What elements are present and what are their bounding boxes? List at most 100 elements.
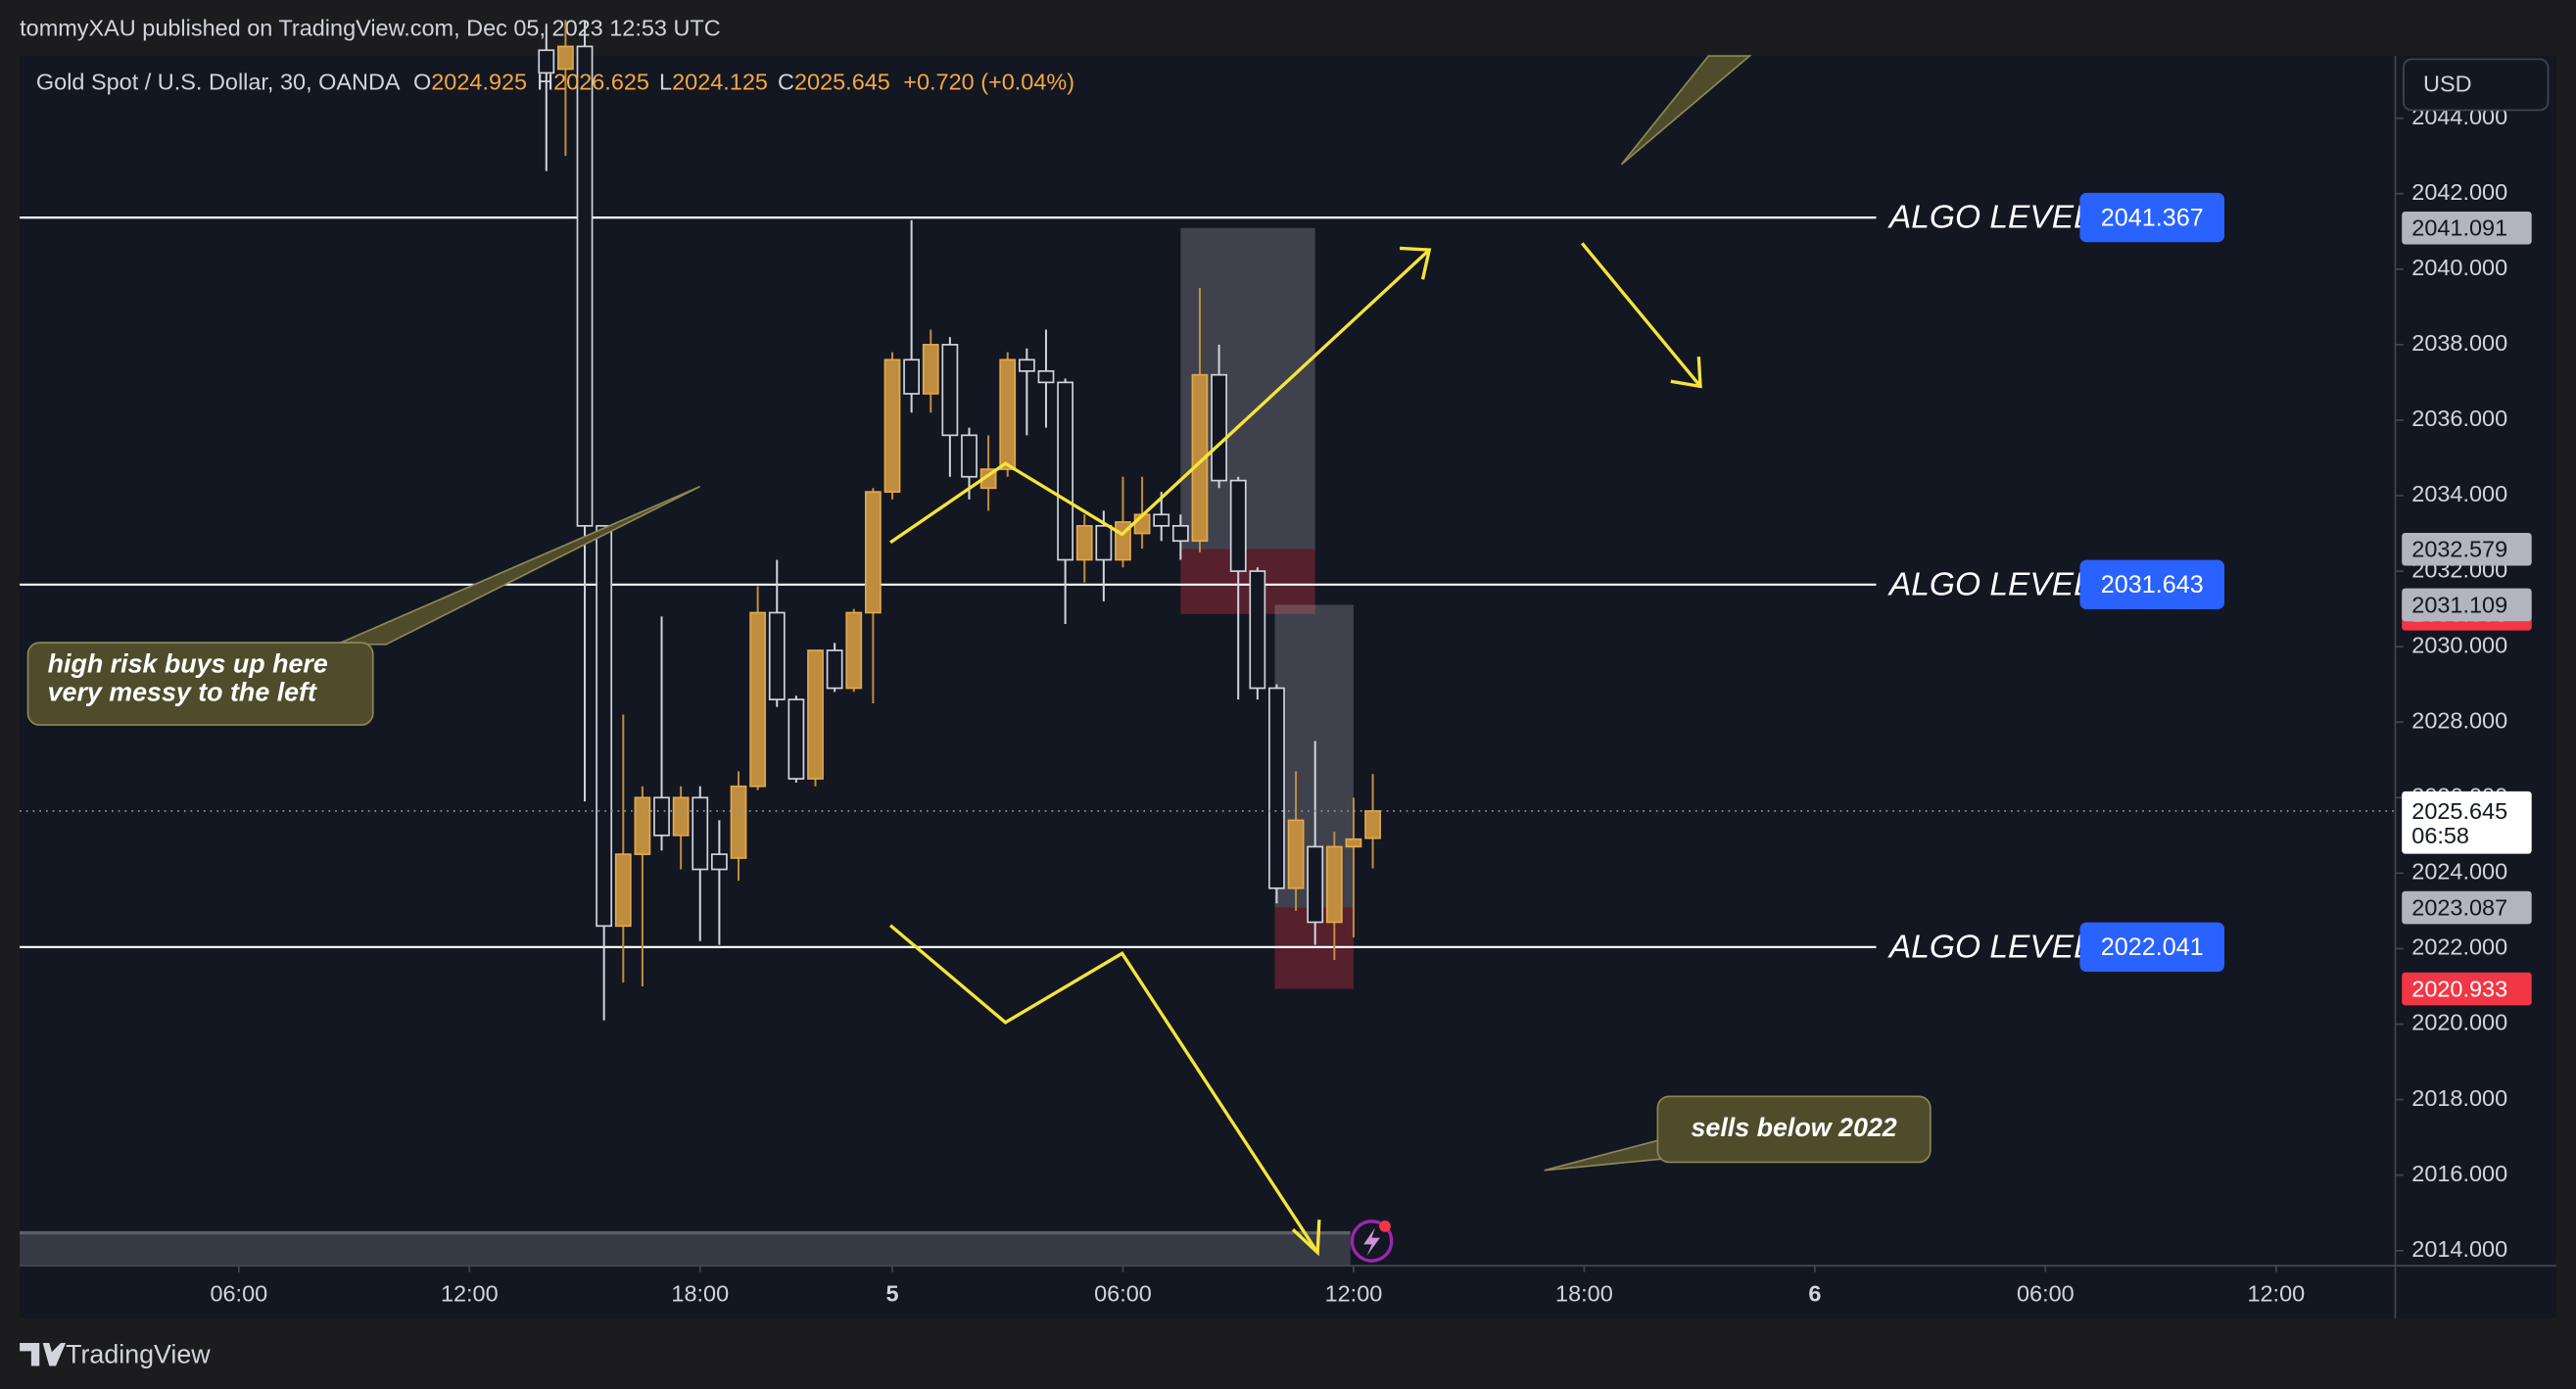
x-tick-label: 18:00 — [1555, 1281, 1613, 1307]
price-label: 2032.579 — [2411, 537, 2507, 562]
candle-body — [576, 45, 594, 527]
candle-body — [1325, 845, 1343, 924]
price-label-box — [2402, 588, 2532, 622]
level-value: 2031.643 — [2101, 571, 2204, 599]
level-value-box — [2079, 559, 2225, 610]
candle-body — [826, 649, 843, 690]
high-value: 2026.625 — [553, 70, 649, 95]
y-tick-label: 2024.000 — [2411, 859, 2507, 885]
callout-text: very messy to the left — [48, 677, 317, 706]
position-stop-zone — [1180, 549, 1315, 614]
x-tick-label: 12:00 — [2247, 1281, 2305, 1307]
level-value: 2041.367 — [2101, 204, 2204, 231]
y-tick-label: 2022.000 — [2411, 934, 2507, 960]
y-tick-label: 2016.000 — [2411, 1161, 2507, 1186]
x-tick-label: 06:00 — [1094, 1281, 1152, 1307]
candle-body — [903, 359, 921, 395]
y-tick-label: 2042.000 — [2411, 179, 2507, 205]
bar-countdown: 06:58 — [2411, 823, 2469, 848]
candle-body — [1287, 819, 1305, 889]
arrowhead — [1670, 357, 1702, 389]
price-label: 2031.109 — [2411, 592, 2507, 617]
y-tick-label: 2020.000 — [2411, 1010, 2507, 1035]
alert-dot — [1379, 1220, 1391, 1232]
candle-body — [557, 45, 574, 71]
y-tick-label: 2040.000 — [2411, 255, 2507, 280]
candle-body — [883, 359, 901, 493]
scroll-area — [20, 1232, 1351, 1267]
symbol: Gold Spot / U.S. Dollar, 30, OANDA — [36, 70, 401, 95]
candle-body — [768, 611, 786, 700]
currency-button[interactable] — [2403, 58, 2550, 112]
currency: USD — [2423, 71, 2472, 96]
candle-body — [1153, 513, 1170, 527]
candle-body — [653, 796, 670, 837]
arrow-down-short — [1580, 242, 1702, 388]
y-tick-label: 2030.000 — [2411, 632, 2507, 657]
candle-body — [730, 785, 747, 859]
current-price: 2025.645 — [2411, 798, 2507, 824]
candle-body — [864, 491, 882, 614]
candle-body — [1095, 524, 1113, 561]
candle-body — [1364, 810, 1381, 839]
price-label-box — [2402, 532, 2532, 566]
callout-box — [1656, 1095, 1932, 1164]
price-label: 2020.933 — [2411, 976, 2507, 1001]
candle-body — [807, 649, 824, 780]
published-line: tommyXAU published on TradingView.com, D… — [20, 15, 721, 40]
candle-body — [1229, 479, 1247, 572]
level-value-box — [2079, 192, 2225, 243]
y-tick-label: 2036.000 — [2411, 406, 2507, 431]
price-label: 2041.091 — [2411, 216, 2507, 241]
candle-body — [634, 796, 651, 855]
x-tick-label: 5 — [885, 1281, 898, 1307]
y-tick-label: 2028.000 — [2411, 707, 2507, 733]
candle-body — [1018, 359, 1035, 372]
low-value: 2024.125 — [672, 70, 768, 95]
candle-body — [941, 344, 959, 437]
plot-area — [20, 56, 2556, 1318]
ohlc-letter: L — [659, 70, 672, 95]
candle-body — [787, 698, 805, 780]
plot: 2014.000 2016.000 2018.000 2020.000 2022.000… — [20, 20, 2507, 1307]
ohlc-letter: O — [413, 70, 431, 95]
candle-body — [672, 796, 690, 837]
x-tick-label: 12:00 — [441, 1281, 499, 1307]
price-label-box — [2402, 211, 2532, 245]
candle-body — [1211, 373, 1227, 482]
y-tick-label: 2038.000 — [2411, 330, 2507, 356]
candle-body — [845, 611, 863, 690]
y-tick-label: 2018.000 — [2411, 1085, 2507, 1111]
candle-body — [614, 853, 632, 928]
alert-bolt — [1363, 1227, 1380, 1257]
callout-box — [26, 642, 374, 726]
x-tick-label: 06:00 — [210, 1281, 267, 1307]
x-tick-label: 12:00 — [1325, 1281, 1383, 1307]
change: +0.720 (+0.04%) — [903, 70, 1074, 95]
candle-body — [538, 49, 555, 74]
level-value-box — [2079, 922, 2225, 973]
y-tick-label: 2014.000 — [2411, 1236, 2507, 1262]
candle-body — [1037, 369, 1055, 384]
brand: TradingView — [66, 1340, 211, 1369]
x-tick-label: 18:00 — [671, 1281, 729, 1307]
candle-body — [1307, 845, 1324, 924]
x-tick-label: 6 — [1808, 1281, 1821, 1307]
candle-body — [1268, 687, 1285, 889]
arrow-up-path — [889, 248, 1431, 545]
callout-pointer — [1620, 55, 1752, 166]
drawings — [889, 242, 1702, 1257]
price-label-box — [2402, 972, 2532, 1006]
level-label: ALGO LEVEL — [1887, 566, 2092, 602]
brand-logo — [20, 1343, 67, 1366]
x-tick-label: 06:00 — [2017, 1281, 2075, 1307]
candle-body — [692, 796, 709, 871]
level-value: 2022.041 — [2101, 934, 2204, 961]
candle-body — [999, 359, 1017, 470]
y-tick-label: 2034.000 — [2411, 481, 2507, 506]
arrowhead — [1399, 246, 1432, 280]
candle-body — [711, 853, 728, 871]
level-label: ALGO LEVEL — [1887, 929, 2092, 965]
candle-body — [596, 524, 613, 928]
